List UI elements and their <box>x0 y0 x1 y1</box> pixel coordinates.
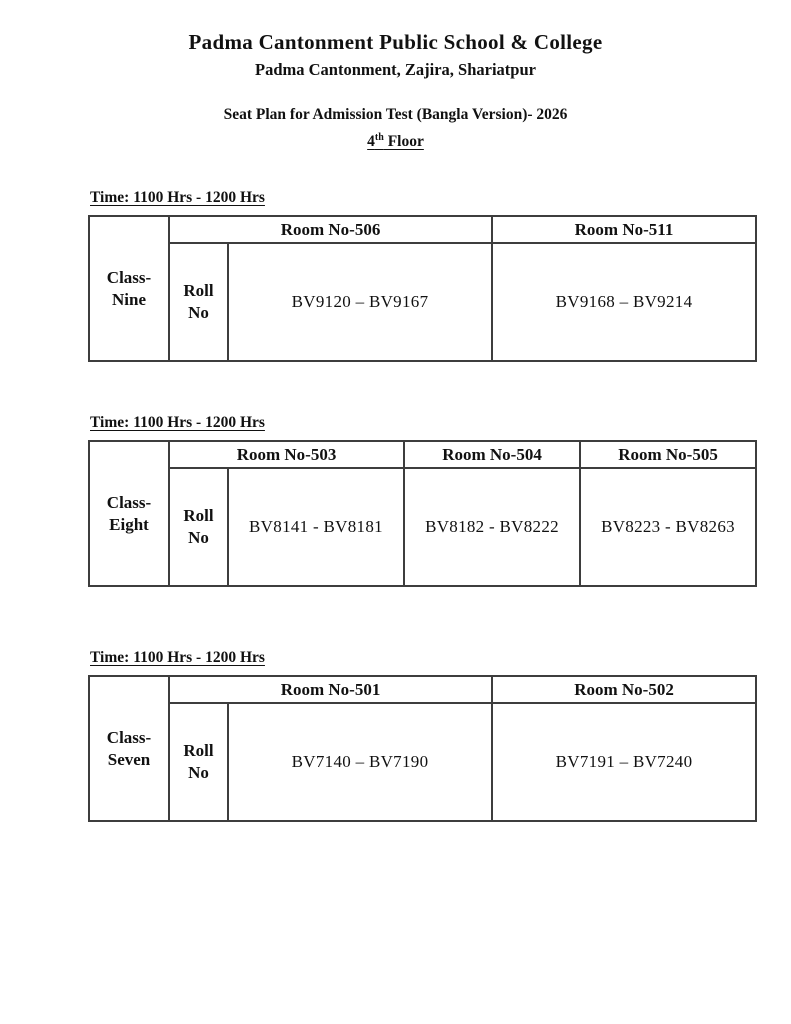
roll-no-label: Roll No <box>168 702 229 822</box>
time-heading: Time: 1100 Hrs - 1200 Hrs <box>90 649 265 666</box>
class-label: Class-Seven <box>88 675 170 822</box>
time-heading: Time: 1100 Hrs - 1200 Hrs <box>90 414 265 431</box>
seat-plan-table: Class-Seven Room No-501 Room No-502 Roll No… <box>88 675 758 822</box>
roll-range-row: Roll No BV7140 – BV7190 BV7191 – BV7240 <box>89 702 758 822</box>
seat-plan-title: Seat Plan for Admission Test (Bangla Ver… <box>223 106 568 123</box>
roll-range-cell: BV9168 – BV9214 <box>491 242 758 362</box>
roll-range-cell: BV8182 - BV8222 <box>403 467 582 587</box>
room-header-row: Class-Nine Room No-506 Room No-511 <box>88 215 758 362</box>
roll-range-cell: BV7140 – BV7190 <box>226 702 494 822</box>
seat-plan-table: Class-Eight Room No-503 Room No-504 Room No… <box>88 440 758 587</box>
room-header: Room No-504 <box>403 440 582 469</box>
floor-word: Floor <box>383 133 424 150</box>
class-label: Class-Nine <box>88 215 170 362</box>
room-header: Room No-501 <box>167 675 494 704</box>
roll-range-cell: BV7191 – BV7240 <box>491 702 758 822</box>
room-header: Room No-503 <box>167 440 406 469</box>
school-address: Padma Cantonment, Zajira, Shariatpur <box>255 60 536 79</box>
seat-plan-section: Time: 1100 Hrs - 1200 Hrs Class-Seven Room… <box>88 649 758 822</box>
roll-range-row: Roll No BV9120 – BV9167 BV9168 – BV9214 <box>89 242 758 362</box>
room-header-row: Class-Eight Room No-503 Room No-504 Room No… <box>88 440 758 587</box>
roll-no-label: Roll No <box>168 242 229 362</box>
document-header: Padma Cantonment Public School & College… <box>0 0 791 151</box>
seat-plan-section: Time: 1100 Hrs - 1200 Hrs Class-Nine Room … <box>88 189 758 362</box>
room-header: Room No-511 <box>491 215 758 244</box>
floor-heading: 4th Floor <box>367 131 424 150</box>
roll-range-cell: BV9120 – BV9167 <box>226 242 494 362</box>
seat-plan-table: Class-Nine Room No-506 Room No-511 Roll No B… <box>88 215 758 362</box>
roll-range-cell: BV8223 - BV8263 <box>579 467 758 587</box>
class-label: Class-Eight <box>88 440 170 587</box>
roll-range-row: Roll No BV8141 - BV8181 BV8182 - BV8222 BV8… <box>89 467 758 587</box>
roll-range-cell: BV8141 - BV8181 <box>226 467 406 587</box>
sections-container: Time: 1100 Hrs - 1200 Hrs Class-Nine Room … <box>0 189 791 822</box>
room-header: Room No-505 <box>579 440 758 469</box>
time-heading: Time: 1100 Hrs - 1200 Hrs <box>90 189 265 206</box>
room-header: Room No-502 <box>491 675 758 704</box>
floor-line: 4th Floor <box>0 131 791 151</box>
seat-plan-section: Time: 1100 Hrs - 1200 Hrs Class-Eight Room… <box>88 414 758 587</box>
room-header-row: Class-Seven Room No-501 Room No-502 <box>88 675 758 822</box>
room-header: Room No-506 <box>167 215 494 244</box>
floor-number: 4 <box>367 133 375 150</box>
roll-no-label: Roll No <box>168 467 229 587</box>
school-name: Padma Cantonment Public School & College <box>188 30 603 54</box>
floor-ordinal-suffix: th <box>374 131 384 143</box>
